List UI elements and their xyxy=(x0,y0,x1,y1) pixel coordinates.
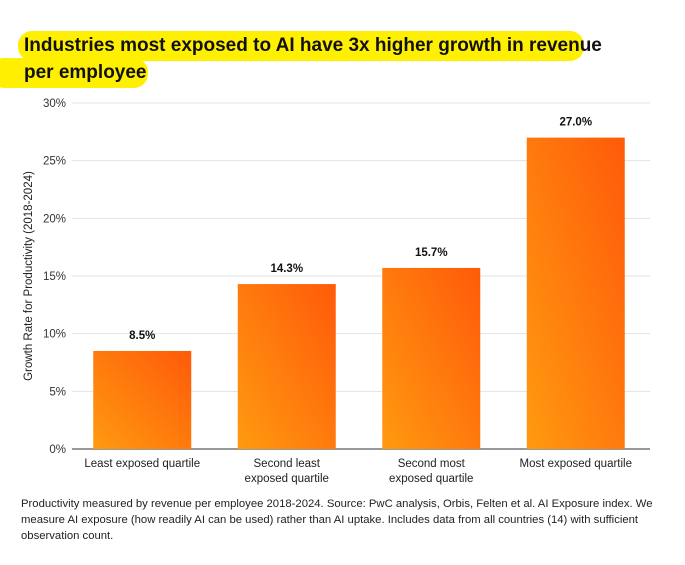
data-label: 27.0% xyxy=(559,117,592,129)
y-tick-label: 15% xyxy=(43,271,66,283)
y-tick-label: 30% xyxy=(43,98,66,110)
data-label: 15.7% xyxy=(415,247,448,259)
x-tick-label: Second most xyxy=(398,458,466,470)
data-label: 8.5% xyxy=(129,330,155,342)
x-tick-label: Second least xyxy=(254,458,321,470)
bar xyxy=(382,267,481,449)
footnote: Productivity measured by revenue per emp… xyxy=(21,498,653,542)
bar xyxy=(237,284,336,449)
x-tick-label: Least exposed quartile xyxy=(84,458,200,470)
y-tick-label: 0% xyxy=(49,444,66,456)
y-tick-label: 25% xyxy=(43,156,66,168)
y-axis-label: Growth Rate for Productivity (2018-2024) xyxy=(23,171,35,381)
bar xyxy=(526,137,625,449)
x-tick-label: exposed quartile xyxy=(245,473,329,485)
data-label: 14.3% xyxy=(270,263,303,275)
chart-title-line2: per employee xyxy=(24,62,147,83)
y-tick-label: 5% xyxy=(49,386,66,398)
x-tick-label: exposed quartile xyxy=(389,473,473,485)
bar-chart: 0% 5% 10% 15% 20% 25% 30% Growth Rate for Produ… xyxy=(23,98,650,485)
y-tick-label: 10% xyxy=(43,329,66,341)
x-tick-label: Most exposed quartile xyxy=(519,458,632,470)
y-tick-label: 20% xyxy=(43,213,66,225)
title-highlight xyxy=(0,58,148,88)
chart-title-line1: Industries most exposed to AI have 3x hi… xyxy=(24,35,602,56)
title-highlight xyxy=(18,31,584,61)
bar xyxy=(93,350,192,449)
